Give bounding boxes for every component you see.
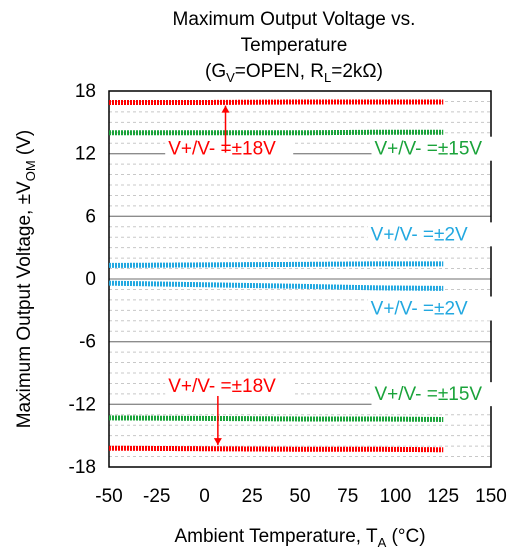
series-annotation: V+/V- =±18V xyxy=(168,376,276,397)
chart-title-part: V xyxy=(226,70,235,85)
y-tick-label: 0 xyxy=(85,269,96,290)
chart-title-part: L xyxy=(324,70,331,85)
y-axis-label-part: (V) xyxy=(14,130,35,161)
chart-title-line3: (GV=OPEN, RL=2kΩ) xyxy=(205,61,383,85)
annotation-background xyxy=(165,136,294,161)
series-line-5 xyxy=(108,415,444,422)
series-annotation: V+/V- =±18V xyxy=(168,139,276,160)
y-axis-label-part: OM xyxy=(23,160,38,181)
series-line-6 xyxy=(108,445,444,453)
x-tick-label: 50 xyxy=(289,486,310,507)
chart-title-line2: Temperature xyxy=(241,35,348,56)
y-tick-label: 6 xyxy=(85,206,96,227)
series-line-4 xyxy=(108,280,444,291)
y-tick-label: -18 xyxy=(69,457,96,478)
chart-title-line1: Maximum Output Voltage vs. xyxy=(173,9,416,30)
y-axis-label-part: Maximum Output Voltage, ±V xyxy=(14,181,35,428)
series-annotation: V+/V- =±2V xyxy=(371,299,468,320)
x-tick-label: 100 xyxy=(380,486,412,507)
annotation-background xyxy=(371,382,500,407)
series-line-1 xyxy=(109,99,444,105)
plot-frame xyxy=(108,90,492,468)
x-axis-label-part: (°C) xyxy=(386,526,425,547)
x-axis-label: Ambient Temperature, TA (°C) xyxy=(174,526,425,548)
annotation-background xyxy=(367,222,496,247)
series-annotation: V+/V- =±2V xyxy=(371,224,468,245)
x-tick-label: 150 xyxy=(475,486,507,507)
series-annotation: V+/V- =±15V xyxy=(374,139,482,160)
series-line-3 xyxy=(108,261,444,268)
annotation-background xyxy=(371,136,500,161)
y-axis-label: Maximum Output Voltage, ±VOM (V) xyxy=(14,130,38,429)
annotation-background xyxy=(367,296,496,321)
x-tick-label: 125 xyxy=(427,486,459,507)
y-tick-label: 12 xyxy=(75,144,96,165)
x-tick-label: -50 xyxy=(95,486,122,507)
arrow-upper-head xyxy=(221,105,230,113)
x-tick-label: 25 xyxy=(242,486,263,507)
chart-title-part: (G xyxy=(205,61,226,82)
y-tick-label: -12 xyxy=(69,394,96,415)
y-tick-label: -6 xyxy=(79,332,96,353)
y-tick-label: 18 xyxy=(75,81,96,102)
annotation-background xyxy=(165,373,294,398)
x-tick-label: -25 xyxy=(143,486,170,507)
x-axis-label-part: A xyxy=(378,535,387,548)
series-line-2 xyxy=(109,129,444,136)
x-tick-label: 75 xyxy=(337,486,358,507)
chart-title-part: =OPEN, R xyxy=(235,61,324,82)
x-tick-label: 0 xyxy=(199,486,210,507)
chart-title-part: =2kΩ) xyxy=(331,61,383,82)
x-axis-label-part: Ambient Temperature, T xyxy=(174,526,378,547)
arrow-lower-head xyxy=(213,438,222,446)
series-annotation: V+/V- =±15V xyxy=(374,384,482,405)
